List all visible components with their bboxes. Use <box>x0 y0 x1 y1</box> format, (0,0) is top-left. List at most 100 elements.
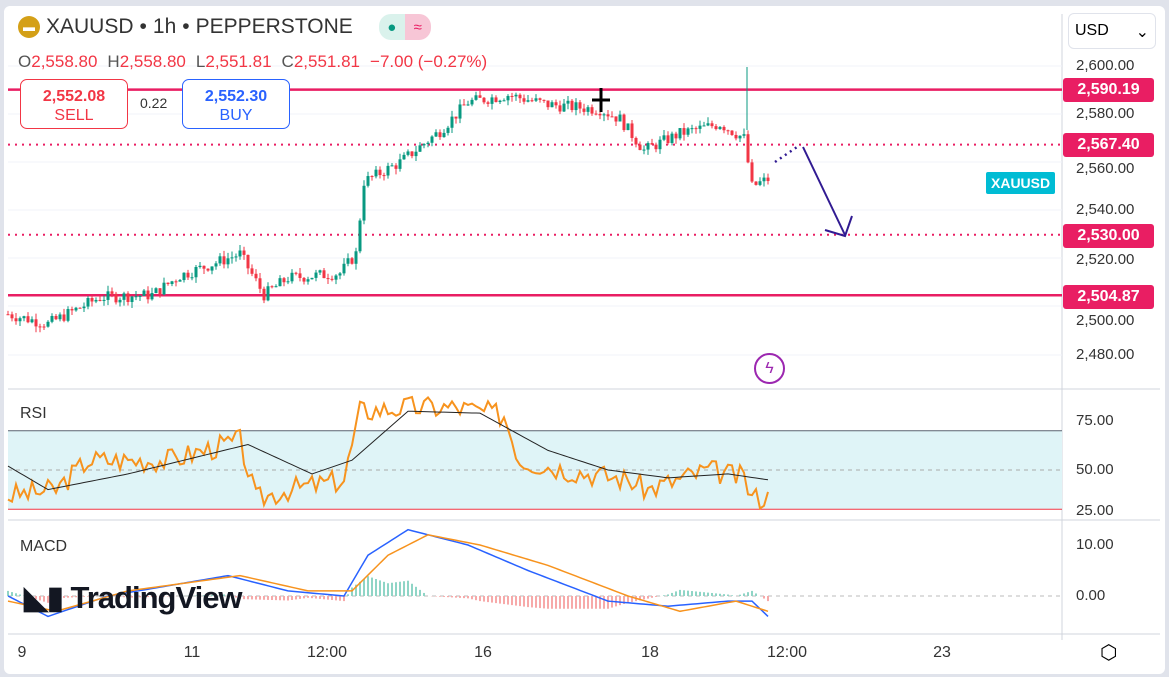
candle <box>698 125 702 129</box>
macd-histogram-bar <box>367 576 369 596</box>
candle <box>306 279 310 282</box>
level-tag[interactable]: 2,530.00 <box>1063 224 1154 248</box>
buy-button[interactable]: 2,552.30 BUY <box>182 79 290 129</box>
currency-select[interactable]: USD ⌄ <box>1068 13 1156 49</box>
level-tag[interactable]: 2,567.40 <box>1063 133 1154 157</box>
macd-histogram-bar <box>83 596 85 597</box>
candle <box>266 286 270 301</box>
crosshair-icon <box>592 88 610 112</box>
status-pill[interactable]: ● ≈ <box>378 14 431 40</box>
candle <box>298 273 302 278</box>
macd-histogram-bar <box>55 596 57 599</box>
candle <box>166 282 170 285</box>
macd-histogram-bar <box>643 596 645 600</box>
macd-histogram-bar <box>335 596 337 601</box>
settings-icon[interactable]: ⬡ <box>1100 642 1118 664</box>
macd-histogram-bar <box>739 594 741 596</box>
macd-histogram-bar <box>727 594 729 596</box>
candle <box>310 277 314 280</box>
macd-histogram-bar <box>75 596 77 598</box>
macd-histogram-bar <box>667 594 669 596</box>
macd-histogram-bar <box>383 581 385 596</box>
candle <box>106 291 110 300</box>
macd-histogram-bar <box>459 596 461 598</box>
candle <box>574 102 578 111</box>
tradingview-watermark: ◣▮ TradingView <box>24 580 243 615</box>
candle <box>94 299 98 302</box>
macd-histogram-bar <box>555 596 557 609</box>
macd-histogram-bar <box>691 591 693 596</box>
macd-histogram-bar <box>375 579 377 596</box>
macd-histogram-bar <box>63 596 65 598</box>
candle <box>510 95 514 97</box>
close-value: 2,551.81 <box>293 52 361 71</box>
macd-histogram-bar <box>407 580 409 596</box>
macd-line <box>7 528 769 618</box>
macd-histogram-bar <box>747 592 749 596</box>
candle <box>174 281 178 283</box>
macd-histogram-bar <box>511 596 513 606</box>
lightning-icon[interactable]: ϟ <box>754 353 785 384</box>
candle <box>230 257 234 259</box>
low-value: 2,551.81 <box>205 52 272 71</box>
candle <box>386 165 390 176</box>
candle <box>658 139 662 150</box>
candle <box>710 123 714 127</box>
macd-histogram-bar <box>683 590 685 596</box>
candle <box>722 126 726 131</box>
level-tag[interactable]: 2,504.87 <box>1063 285 1154 309</box>
symbol-header[interactable]: ▬ XAUUSD • 1h • PEPPERSTONE ● ≈ <box>18 14 431 40</box>
candle <box>382 175 386 177</box>
candle <box>586 107 590 112</box>
candle <box>538 98 542 100</box>
macd-histogram-bar <box>211 594 213 596</box>
rsi-label[interactable]: RSI <box>20 405 47 422</box>
candle <box>154 288 158 294</box>
candle <box>570 100 574 111</box>
candle <box>130 296 134 303</box>
macd-histogram-bar <box>715 593 717 596</box>
candle <box>262 288 266 301</box>
candle <box>234 256 238 258</box>
macd-histogram-bar <box>255 596 257 600</box>
macd-histogram-bar <box>567 596 569 609</box>
change-value: −7.00 (−0.27%) <box>370 52 488 71</box>
gold-icon: ▬ <box>18 16 40 38</box>
sell-button[interactable]: 2,552.08 SELL <box>20 79 128 129</box>
candle <box>66 309 70 321</box>
candle <box>198 265 202 268</box>
macd-histogram-bar <box>67 596 69 598</box>
interval: 1h <box>152 15 177 38</box>
macd-histogram-bar <box>763 596 765 599</box>
candle <box>362 185 366 221</box>
macd-histogram-bar <box>347 594 349 596</box>
macd-histogram-bar <box>315 596 317 599</box>
candle <box>46 321 50 327</box>
candle <box>82 306 86 309</box>
candle <box>430 136 434 143</box>
candle <box>678 128 682 139</box>
candle <box>726 130 730 132</box>
candle <box>70 309 74 311</box>
candle <box>414 151 418 157</box>
macd-histogram-bar <box>331 596 333 601</box>
macd-histogram-bar <box>31 596 33 599</box>
candle <box>422 144 426 146</box>
macd-label[interactable]: MACD <box>20 538 68 555</box>
candle <box>594 113 598 115</box>
candle <box>338 273 342 276</box>
candle <box>226 258 230 265</box>
macd-histogram-bar <box>59 596 61 599</box>
macd-histogram-bar <box>151 596 153 597</box>
macd-histogram-bar <box>279 596 281 601</box>
candle <box>398 159 402 169</box>
candle <box>622 114 626 131</box>
candle <box>662 135 666 140</box>
level-tag[interactable]: 2,590.19 <box>1063 78 1154 102</box>
candle <box>350 258 354 264</box>
candle <box>650 143 654 145</box>
candle <box>62 314 66 321</box>
time-tick: 12:00 <box>766 644 808 661</box>
candle <box>766 177 770 182</box>
